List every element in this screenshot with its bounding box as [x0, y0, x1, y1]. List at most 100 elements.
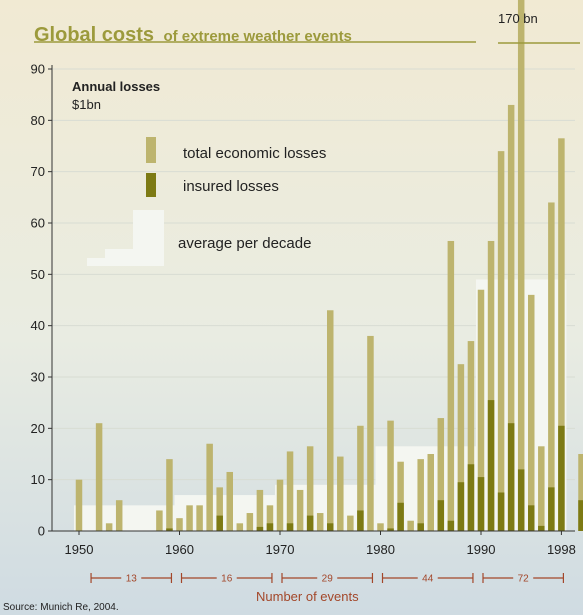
y-tick-label-30: 30: [31, 370, 45, 385]
bar-total-1975: [327, 310, 334, 531]
bar-insured-1986: [437, 500, 445, 531]
x-tick-label-1970: 1970: [266, 542, 295, 557]
bar-insured-1984: [417, 523, 424, 531]
bar-total-1971: [286, 451, 294, 531]
chart-subtitle: Annual losses: [72, 79, 160, 94]
y-tick-label-0: 0: [38, 524, 45, 539]
bar-total-1990: [477, 289, 485, 531]
bar-total-1978: [357, 425, 364, 531]
y-tick-label-60: 60: [31, 216, 45, 231]
bar-total-1959: [166, 459, 173, 531]
bar-total-1984: [417, 459, 424, 531]
bar-insured-1982: [397, 502, 404, 531]
bar-total-1980: [377, 523, 384, 531]
x-tick-label-1950: 1950: [65, 542, 94, 557]
bar-total-1963: [206, 443, 213, 531]
bar-total-1966: [236, 523, 244, 531]
chart-title-main: Global costs: [34, 24, 154, 46]
bar-total-1992: [497, 151, 505, 531]
bar-total-1991: [487, 240, 495, 531]
y-ticks: 0 10 20 30 40 50 60 70 80 90: [31, 62, 52, 539]
bar-insured-1987: [447, 520, 455, 531]
bar-insured-1959: [166, 528, 173, 531]
event-count-1960: 16: [221, 574, 233, 585]
x-tick-label-1998: 1998: [547, 542, 576, 557]
bar-insured-1997: [548, 487, 555, 531]
bar-total-1969: [266, 505, 274, 531]
bar-total-1958: [156, 510, 163, 531]
chart-title: Global costs of extreme weather events: [34, 24, 352, 46]
bar-total-2000: [578, 454, 583, 531]
y-tick-label-90: 90: [31, 62, 45, 77]
bar-total-1953: [105, 523, 113, 531]
x-tick-label-1990: 1990: [467, 542, 496, 557]
bar-total-1993: [507, 104, 515, 531]
bar-total-1977: [347, 515, 354, 531]
bar-total-1952: [95, 423, 103, 531]
y-tick-label-70: 70: [31, 164, 45, 179]
bar-total-1994: [517, 0, 525, 531]
bar-insured-1981: [387, 528, 394, 531]
bar-total-1962: [196, 505, 203, 531]
bar-insured-1989: [467, 464, 475, 531]
bar-total-1974: [316, 513, 324, 531]
event-count-1970: 29: [322, 574, 334, 585]
bar-total-1988: [457, 364, 465, 531]
gridlines: [52, 68, 575, 481]
bar-insured-1993: [507, 423, 515, 531]
y-tick-label-50: 50: [31, 267, 45, 282]
legend-average-label: average per decade: [178, 235, 311, 252]
x-tick-label-1960: 1960: [165, 542, 194, 557]
bar-insured-1996: [538, 525, 545, 531]
bars: [75, 0, 583, 532]
bar-total-1976: [337, 456, 344, 531]
bar-total-1967: [246, 513, 254, 531]
y-tick-label-20: 20: [31, 421, 45, 436]
bar-total-1981: [387, 420, 394, 531]
y-tick-label-80: 80: [31, 113, 45, 128]
y-tick-label-40: 40: [31, 318, 45, 333]
bar-total-1998: [558, 138, 565, 532]
bar-insured-1964: [216, 515, 223, 531]
bar-total-1983: [407, 520, 414, 531]
bar-insured-1988: [457, 482, 465, 531]
chart-unit: $1bn: [72, 97, 101, 112]
legend-total-swatch: [146, 137, 156, 163]
legend-total-label: total economic losses: [183, 145, 326, 162]
bar-total-1973: [306, 446, 314, 531]
bar-total-1996: [538, 446, 545, 531]
legend-insured-label: insured losses: [183, 178, 279, 195]
bar-insured-1975: [327, 523, 334, 531]
bar-insured-1971: [286, 523, 294, 531]
y-tick-label-10: 10: [31, 472, 45, 487]
bar-total-1964: [216, 487, 223, 531]
source-note: Source: Munich Re, 2004.: [3, 602, 119, 613]
bar-insured-1990: [477, 477, 485, 531]
bar-total-1982: [397, 461, 404, 531]
bar-total-1961: [186, 505, 193, 531]
bar-insured-1998: [558, 425, 565, 531]
bar-total-1989: [467, 341, 475, 531]
chart-title-suffix: of extreme weather events: [163, 28, 351, 45]
bar-total-1970: [276, 479, 284, 531]
bar-insured-1973: [306, 515, 314, 531]
bar-total-1995: [528, 294, 535, 531]
event-counts: 13 16 29 44 72: [90, 573, 565, 585]
bar-total-1960: [176, 518, 183, 531]
bar-total-1987: [447, 240, 455, 531]
bar-insured-1968: [256, 526, 264, 531]
bar-total-1965: [226, 471, 233, 531]
event-count-1990: 72: [518, 574, 530, 585]
axes: [51, 65, 575, 532]
bar-insured-1994: [517, 469, 525, 531]
bar-total-1985: [427, 454, 434, 531]
bar-insured-2000: [578, 500, 583, 531]
bar-total-1972: [296, 489, 304, 531]
bar-insured-1992: [497, 492, 505, 531]
bar-total-1979: [367, 335, 374, 531]
x-tick-label-1980: 1980: [366, 542, 395, 557]
event-count-1980: 44: [422, 574, 434, 585]
bar-total-1997: [548, 202, 555, 531]
legend-insured-swatch: [146, 173, 156, 197]
